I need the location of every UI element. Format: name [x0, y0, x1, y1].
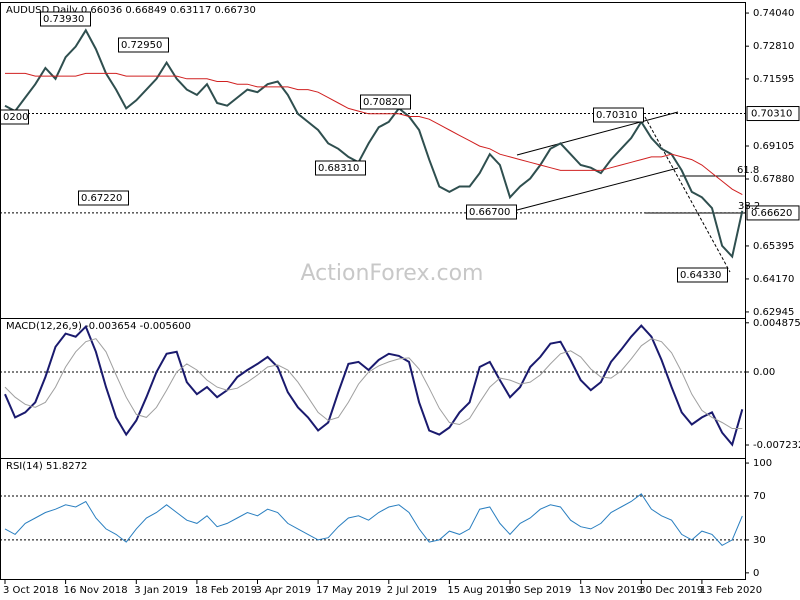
annotation: 0.67220	[81, 193, 122, 204]
y-tick-label: 0.67880	[753, 174, 794, 185]
level-label-box	[746, 205, 800, 221]
annotation-box	[466, 204, 517, 220]
series-line	[4, 338, 743, 429]
fib-line	[644, 116, 731, 273]
annotation: 0.70820	[363, 97, 404, 108]
y-tick-label: 0.00	[753, 367, 775, 378]
x-tick-label: 15 Aug 2019	[447, 585, 511, 596]
channel-line	[516, 111, 679, 156]
level-label-box	[746, 106, 800, 122]
x-tick-label: 30 Dec 2019	[639, 585, 703, 596]
x-tick-label: 2 Jul 2019	[387, 585, 437, 596]
y-tick-label: 0.004875	[753, 318, 800, 329]
x-tick-label: 3 Oct 2018	[3, 585, 58, 596]
annotation-box	[118, 37, 169, 53]
annotation-box	[360, 94, 411, 110]
y-tick-label: 0.72810	[753, 41, 794, 52]
annotation-box	[677, 267, 728, 283]
series-line	[5, 72, 743, 196]
x-tick-label: 17 May 2019	[316, 585, 381, 596]
annotation-box	[315, 160, 366, 176]
annotation: 0.70310	[596, 110, 637, 121]
level-label: 0.70310	[751, 109, 792, 120]
x-tick-label: 18 Feb 2019	[195, 585, 257, 596]
annotation: 38.2	[738, 201, 760, 212]
channel-line	[516, 167, 679, 211]
pane-title: AUDUSD Daily 0.66036 0.66849 0.63117 0.6…	[6, 5, 256, 16]
series-line	[4, 493, 743, 547]
y-tick-label: 0.64170	[753, 274, 794, 285]
x-tick-label: 3 Jan 2019	[134, 585, 188, 596]
x-tick-label: 3 Apr 2019	[256, 585, 311, 596]
series-line	[4, 28, 744, 259]
y-tick-label: 70	[753, 491, 766, 502]
annotation-box	[78, 190, 129, 206]
level-label: 0.66620	[751, 208, 792, 219]
y-tick-label: 0.62945	[753, 307, 794, 318]
annotation: 0.64330	[680, 270, 721, 281]
y-tick-label: 100	[753, 458, 772, 469]
annotation: 0.66700	[469, 207, 510, 218]
annotation-box	[40, 11, 91, 27]
x-tick-label: 13 Nov 2019	[579, 585, 643, 596]
x-tick-label: 30 Sep 2019	[508, 585, 571, 596]
y-tick-label: 0.69105	[753, 141, 794, 152]
y-tick-label: 0.74040	[753, 8, 794, 19]
y-tick-label: -0.007232	[753, 440, 800, 451]
annotation-box	[0, 109, 29, 125]
annotation: 0200	[3, 112, 28, 123]
watermark: ActionForex.com	[301, 261, 484, 286]
annotation-box	[593, 107, 644, 123]
x-tick-label: 16 Nov 2018	[64, 585, 128, 596]
y-tick-label: 0.71595	[753, 74, 794, 85]
y-tick-label: 0.65395	[753, 241, 794, 252]
pane-title: MACD(12,26,9) -0.003654 -0.005600	[6, 321, 191, 332]
pane-title: RSI(14) 51.8272	[6, 461, 87, 472]
annotation: 61.8	[737, 165, 759, 176]
frame	[0, 2, 746, 580]
annotation: 0.72950	[121, 40, 162, 51]
annotation: 0.68310	[318, 163, 359, 174]
series-line	[4, 324, 744, 447]
annotation: 0.73930	[43, 14, 84, 25]
y-tick-label: 0	[753, 568, 759, 579]
x-tick-label: 13 Feb 2020	[700, 585, 762, 596]
y-tick-label: 30	[753, 535, 766, 546]
